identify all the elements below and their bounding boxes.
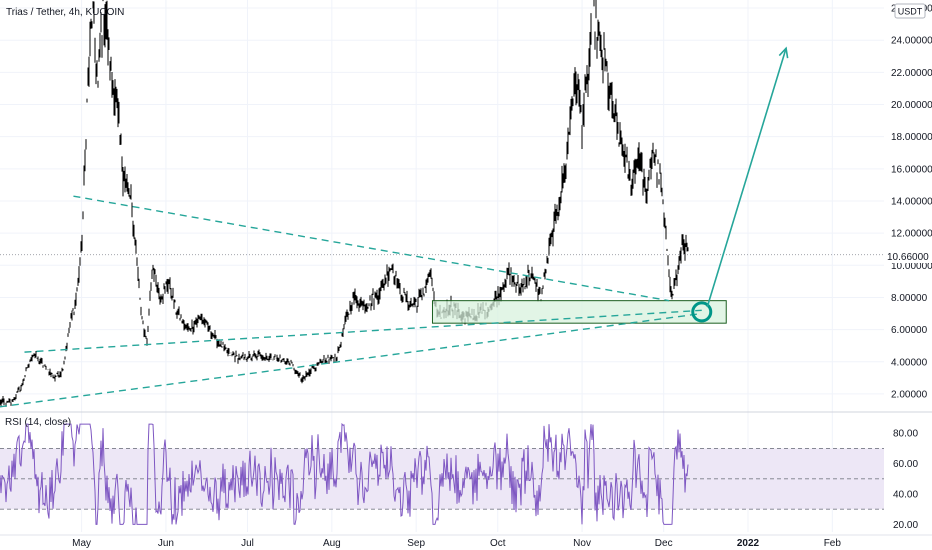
y-tick-label: 2.00000	[891, 389, 928, 400]
currency-label: USDT	[898, 7, 923, 17]
x-tick-label: Feb	[824, 538, 842, 549]
x-tick-label: Jul	[241, 538, 254, 549]
rsi-tick-label: 40.00	[893, 490, 918, 501]
y-tick-label: 4.00000	[891, 357, 928, 368]
y-tick-label: 22.00000	[891, 68, 932, 79]
y-tick-label: 10.00000	[891, 261, 932, 272]
arrow-head	[778, 46, 789, 59]
x-tick-label: Nov	[573, 538, 591, 549]
trendline[interactable]	[24, 309, 702, 353]
x-tick-label: Jun	[158, 538, 174, 549]
annotations	[0, 46, 789, 408]
y-tick-label: 8.00000	[891, 293, 928, 304]
trendline[interactable]	[73, 195, 670, 302]
currency-badge[interactable]	[894, 3, 926, 19]
rsi-line	[0, 422, 689, 526]
chart-title: Trias / Tether, 4h, KUCOIN	[6, 7, 124, 18]
y-tick-label: 6.00000	[891, 325, 928, 336]
y-tick-label: 18.00000	[891, 132, 932, 143]
axes: May Jun Jul Aug Sep Oct Nov Dec 2022 Feb 2.00000 4.…	[0, 4, 932, 549]
x-tick-label: 2022	[737, 538, 760, 549]
projection-arrow[interactable]	[706, 48, 787, 308]
current-price-label: 10.66000	[887, 252, 929, 263]
grid	[0, 0, 884, 532]
y-tick-label: 20.00000	[891, 100, 932, 111]
x-tick-label: Aug	[323, 538, 341, 549]
rsi-title: RSI (14, close)	[5, 417, 71, 428]
x-tick-label: Dec	[655, 538, 673, 549]
rsi-tick-label: 20.00	[893, 520, 918, 531]
x-tick-label: Oct	[490, 538, 506, 549]
price-badge	[884, 250, 932, 263]
y-tick-label: 24.00000	[891, 36, 932, 47]
x-tick-label: May	[72, 538, 91, 549]
x-tick-label: Sep	[407, 538, 425, 549]
y-tick-label: 16.00000	[891, 164, 932, 175]
support-zone[interactable]	[431, 300, 727, 324]
trendline[interactable]	[0, 312, 702, 408]
y-tick-label: 12.00000	[891, 229, 932, 240]
rsi-tick-label: 80.00	[893, 429, 918, 440]
rsi-tick-label: 60.00	[893, 459, 918, 470]
rsi-series	[0, 422, 689, 526]
y-tick-label: 14.00000	[891, 196, 932, 207]
target-circle[interactable]	[691, 301, 713, 323]
